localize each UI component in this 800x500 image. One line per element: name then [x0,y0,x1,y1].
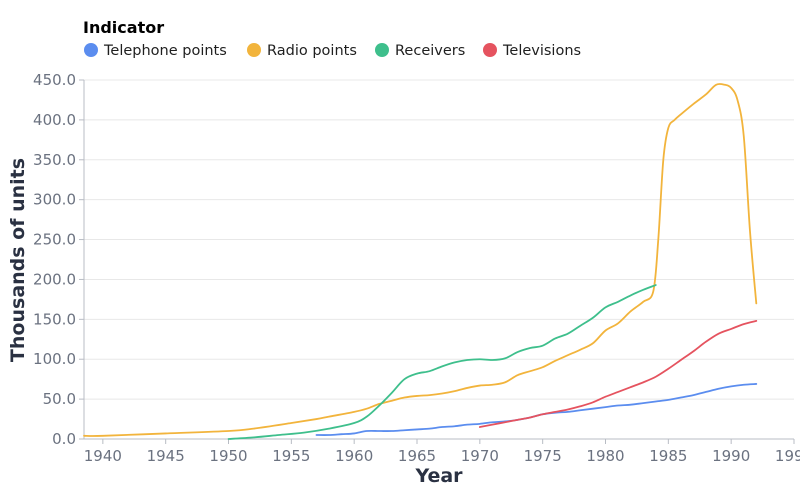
legend-item-televisions[interactable]: Televisions [483,43,581,59]
series-line-radio-points [83,83,758,437]
legend-item-telephone-points[interactable]: Telephone points [84,43,227,59]
y-tick-label: 400.0 [33,111,76,129]
legend-label-radio-points: Radio points [267,43,357,59]
x-tick-label: 1975 [524,447,562,465]
x-axis-title: Year [414,465,463,487]
x-axis: 1940 1945 1950 1955 1960 1965 1970 1975 1980 1985… [84,438,800,465]
legend: Indicator Telephone points Radio points Re… [83,18,581,59]
legend-label-receivers: Receivers [395,43,465,59]
x-tick-label: 1960 [335,447,373,465]
y-tick-label: 250.0 [33,231,76,249]
y-axis-title: Thousands of units [7,158,29,362]
y-tick-label: 0.0 [52,430,76,448]
grid [84,79,794,400]
legend-marker-radio-points [247,43,261,57]
y-tick-label: 200.0 [33,270,76,288]
x-tick-label: 1965 [398,447,436,465]
legend-marker-televisions [483,43,497,57]
legend-marker-telephone-points [84,43,98,57]
y-tick-label: 350.0 [33,151,76,169]
x-tick-label: 1980 [586,447,624,465]
x-tick-label: 1950 [209,447,247,465]
series-line-televisions [478,320,758,428]
x-tick-label: 1995 [775,447,800,465]
series-line-receivers [227,284,657,440]
legend-title: Indicator [83,18,164,37]
series-line-telephone-points [315,383,758,436]
y-tick-label: 100.0 [33,350,76,368]
x-tick-label: 1940 [84,447,122,465]
x-tick-label: 1985 [649,447,687,465]
legend-marker-receivers [375,43,389,57]
plot-area [83,83,758,440]
legend-item-receivers[interactable]: Receivers [375,43,465,59]
y-tick-label: 150.0 [33,310,76,328]
legend-item-radio-points[interactable]: Radio points [247,43,357,59]
y-tick-label: 50.0 [43,390,76,408]
y-tick-label: 300.0 [33,191,76,209]
legend-label-telephone-points: Telephone points [103,43,227,59]
x-tick-label: 1945 [147,447,185,465]
y-axis: 0.0 50.0 100.0 150.0 200.0 250.0 300.0 350.0 400… [33,71,85,448]
x-tick-label: 1970 [461,447,499,465]
y-tick-label: 450.0 [33,71,76,89]
legend-label-televisions: Televisions [502,43,581,59]
x-tick-label: 1955 [272,447,310,465]
x-tick-label: 1990 [712,447,750,465]
